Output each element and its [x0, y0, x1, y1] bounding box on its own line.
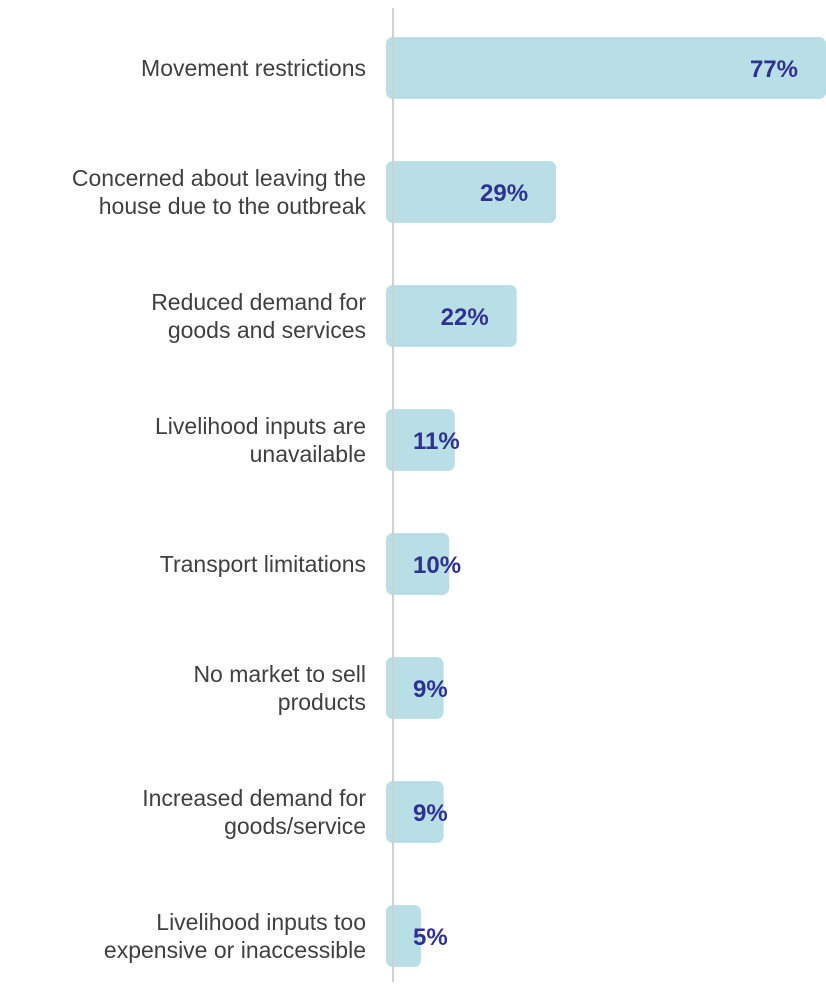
value-label: 77% — [750, 56, 798, 83]
category-label: Transport limitations — [160, 551, 366, 577]
bar — [386, 781, 444, 843]
category-label: Concerned about leaving the house due to … — [72, 165, 367, 219]
value-label: 22% — [441, 304, 489, 331]
category-label: Livelihood inputs too expensive or inacce… — [104, 909, 366, 963]
category-label: Reduced demand for goods and services — [151, 289, 366, 343]
bar — [386, 905, 422, 967]
bar — [386, 161, 557, 223]
bar — [386, 285, 517, 347]
bar — [386, 657, 444, 719]
bar — [386, 409, 455, 471]
category-label: Livelihood inputs are unavailable — [155, 413, 366, 467]
value-label: 9% — [413, 800, 448, 827]
category-label: No market to sell products — [193, 661, 366, 715]
value-label: 5% — [413, 924, 448, 951]
bar — [386, 37, 826, 99]
value-label: 11% — [413, 428, 460, 455]
category-label: Movement restrictions — [141, 55, 366, 81]
category-label: Increased demand for goods/service — [142, 785, 366, 839]
value-label: 10% — [413, 552, 461, 579]
value-label: 9% — [413, 676, 448, 703]
bar — [386, 533, 450, 595]
value-label: 29% — [480, 180, 528, 207]
